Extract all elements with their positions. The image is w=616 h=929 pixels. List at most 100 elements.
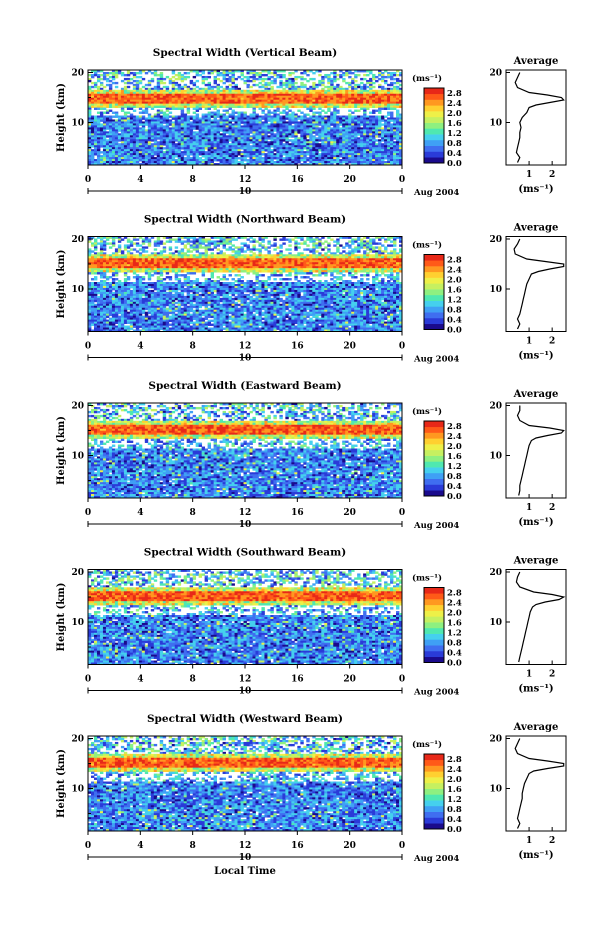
heatmap [88, 70, 403, 166]
heatmap-cell [186, 91, 191, 95]
heatmap-cell [312, 131, 316, 134]
heatmap-cell [300, 91, 304, 95]
heatmap-cell [381, 95, 385, 99]
heatmap-cell [102, 99, 107, 103]
heatmap-cell [102, 93, 107, 97]
heatmap-cell [216, 105, 220, 109]
heatmap-cell [270, 89, 274, 93]
heatmap-cell [360, 101, 364, 105]
heatmap-cell [174, 87, 179, 91]
heatmap-cell [207, 89, 212, 93]
heatmap-cell [105, 238, 110, 241]
heatmap-cell [135, 105, 140, 109]
heatmap-cell [99, 113, 104, 116]
heatmap-cell [324, 111, 328, 114]
heatmap-cell [381, 75, 385, 79]
heatmap-cell [216, 89, 220, 93]
heatmap-cell [93, 107, 98, 110]
heatmap-cell [393, 103, 397, 107]
heatmap-cell [351, 87, 355, 91]
heatmap-cell [390, 87, 394, 91]
heatmap-cell [204, 97, 209, 101]
heatmap-cell [375, 75, 379, 79]
heatmap-cell [366, 70, 370, 73]
heatmap-cell [315, 97, 319, 101]
heatmap-cell [390, 107, 394, 110]
colorbar-swatch [424, 93, 444, 100]
heatmap-cell [345, 87, 349, 91]
heatmap-cell [171, 89, 176, 93]
heatmap-cell [111, 75, 116, 79]
heatmap-cell [201, 81, 206, 85]
heatmap-cell [261, 240, 265, 243]
heatmap-cell [336, 91, 340, 95]
heatmap-cell [297, 99, 301, 103]
heatmap-cell [285, 91, 289, 95]
heatmap-cell [225, 79, 229, 83]
heatmap-cell [375, 97, 379, 101]
heatmap-cell [282, 242, 286, 245]
heatmap-cell [261, 83, 265, 87]
heatmap-cell [324, 101, 328, 105]
heatmap-cell [168, 77, 173, 81]
heatmap-cell [309, 109, 313, 112]
heatmap-cell [255, 71, 259, 75]
heatmap-cell [384, 105, 388, 109]
heatmap-cell [195, 113, 200, 116]
heatmap-cell [390, 83, 394, 87]
heatmap-cell [111, 95, 116, 99]
heatmap-cell [213, 81, 217, 85]
heatmap-cell [327, 75, 331, 79]
heatmap-cell [201, 70, 206, 73]
heatmap-cell [264, 73, 268, 77]
heatmap-cell [201, 103, 206, 107]
heatmap-cell [267, 119, 271, 122]
heatmap-cell [231, 103, 235, 107]
heatmap-cell [192, 70, 197, 73]
heatmap-cell [228, 70, 232, 73]
heatmap-cell [189, 95, 194, 99]
heatmap-cell [336, 103, 340, 107]
heatmap-cell [384, 240, 388, 243]
heatmap-cell [270, 87, 274, 91]
heatmap-cell [144, 91, 149, 95]
heatmap-cell [183, 101, 188, 105]
heatmap-cell [213, 91, 217, 95]
heatmap-cell [333, 75, 337, 79]
heatmap-cell [228, 107, 232, 110]
heatmap-cell [225, 73, 229, 77]
heatmap-cell [192, 91, 197, 95]
heatmap-cell [273, 99, 277, 103]
heatmap-cell [126, 246, 131, 249]
heatmap-cell [309, 87, 313, 91]
heatmap-cell [180, 111, 185, 114]
heatmap-cell [93, 105, 98, 109]
heatmap-cell [348, 75, 352, 79]
heatmap-cell [102, 107, 107, 110]
heatmap-cell [324, 85, 328, 89]
heatmap-cell [360, 107, 364, 110]
heatmap-cell [360, 97, 364, 101]
heatmap-cell [210, 85, 214, 89]
heatmap-cell [345, 101, 349, 105]
heatmap-cell [129, 248, 134, 251]
heatmap-cell [231, 99, 235, 103]
heatmap-cell [279, 238, 283, 241]
heatmap-cell [246, 248, 250, 251]
heatmap-cell [123, 93, 128, 97]
heatmap-cell [321, 93, 325, 97]
heatmap-cell [324, 99, 328, 103]
heatmap-cell [399, 103, 403, 107]
heatmap-cell [360, 246, 364, 249]
colorbar-swatch [424, 111, 444, 118]
heatmap-cell [153, 153, 158, 156]
heatmap-cell [348, 71, 352, 75]
heatmap-cell [213, 95, 217, 99]
heatmap-cell [387, 103, 391, 107]
heatmap-cell [231, 91, 235, 95]
heatmap-cell [165, 101, 170, 105]
heatmap-cell [306, 248, 310, 251]
heatmap-cell [324, 103, 328, 107]
heatmap-cell [123, 248, 128, 251]
heatmap-cell [213, 107, 217, 110]
